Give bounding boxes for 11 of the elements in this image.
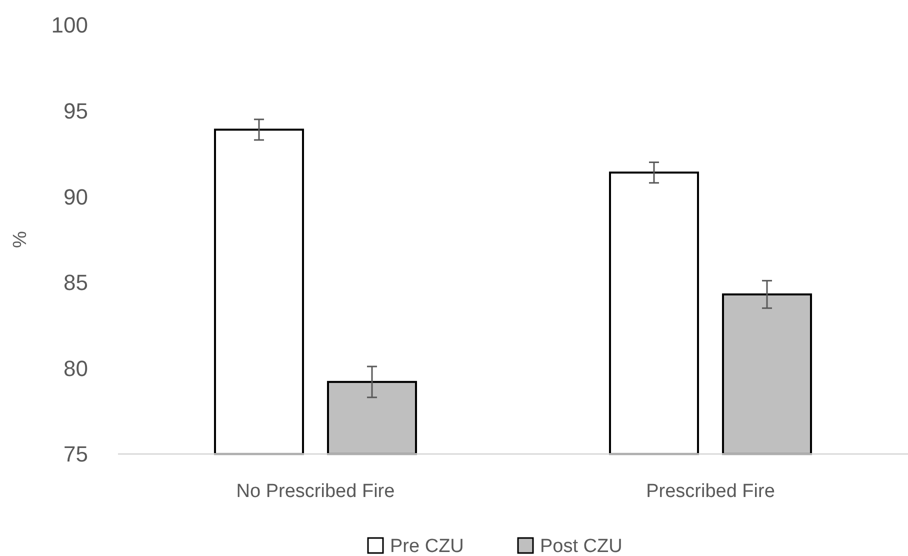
y-tick-label: 85 bbox=[64, 270, 88, 296]
y-axis-title: % bbox=[10, 230, 31, 248]
y-tick-label: 80 bbox=[64, 356, 88, 381]
y-tick-label: 75 bbox=[64, 442, 88, 467]
legend-label: Pre CZU bbox=[390, 536, 464, 556]
y-tick-label: 90 bbox=[64, 184, 88, 210]
y-tick-label: 95 bbox=[64, 98, 88, 124]
legend-label: Post CZU bbox=[540, 536, 622, 556]
y-tick-label: 100 bbox=[51, 12, 88, 38]
x-tick-label: Prescribed Fire bbox=[646, 481, 775, 502]
x-tick-label: No Prescribed Fire bbox=[236, 481, 395, 502]
